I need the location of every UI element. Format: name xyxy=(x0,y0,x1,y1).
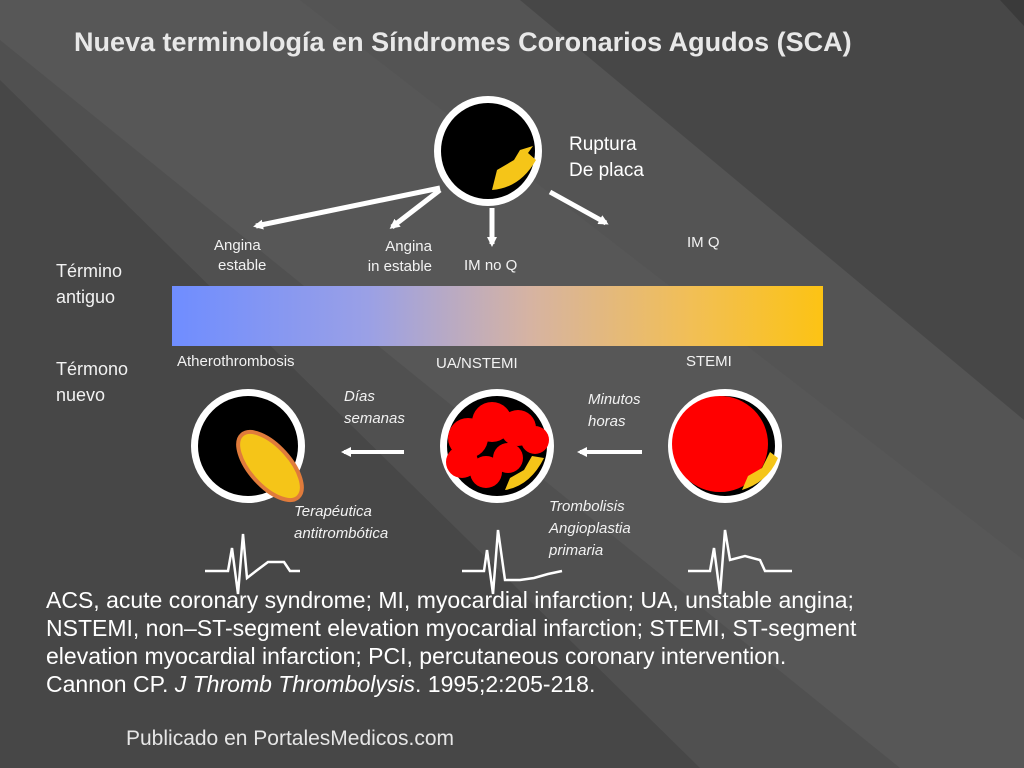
ecg-trace-st-depression-icon xyxy=(462,529,563,595)
label-minutos-horas: Minutos horas xyxy=(588,391,641,430)
heading-termino-nuevo: Térmono nuevo xyxy=(56,359,129,405)
footer-publisher: Publicado en PortalesMedicos.com xyxy=(126,727,455,750)
label-atherothrombosis: Atherothrombosis xyxy=(177,353,295,370)
ecg-trace-st-elevation-icon xyxy=(688,529,792,595)
label-terapeutica-antitrombotica: Terapéutica antitrombótica xyxy=(294,503,389,542)
ecg-trace-normal-icon xyxy=(205,533,300,595)
artery-partial-thrombus-icon xyxy=(440,389,554,503)
label-im-q: IM Q xyxy=(687,234,720,251)
label-im-no-q: IM no Q xyxy=(464,257,518,274)
label-ruptura-de-placa: Ruptura De placa xyxy=(569,134,644,181)
branch-arrows xyxy=(253,185,609,247)
reference-citation: Cannon CP. J Thromb Thrombolysis. 1995;2… xyxy=(46,671,596,697)
artery-plaque-rupture-icon xyxy=(434,96,542,206)
label-ua-nstemi: UA/NSTEMI xyxy=(436,355,518,372)
slide-title: Nueva terminología en Síndromes Coronari… xyxy=(74,27,852,57)
artery-occlusive-thrombus-icon xyxy=(668,389,782,503)
label-dias-semanas: Días semanas xyxy=(344,388,405,427)
abbreviations-caption: ACS, acute coronary syndrome; MI, myocar… xyxy=(46,586,1006,698)
heading-termino-antiguo: Término antiguo xyxy=(56,261,123,307)
artery-stable-plaque-icon xyxy=(191,389,305,503)
label-angina-inestable: Angina in estable xyxy=(367,238,432,275)
label-angina-estable: Angina estable xyxy=(214,237,267,274)
terminology-gradient-bar xyxy=(172,286,823,346)
label-trombolisis-angioplastia: Trombolisis Angioplastia primaria xyxy=(549,498,631,559)
label-stemi: STEMI xyxy=(686,353,732,370)
